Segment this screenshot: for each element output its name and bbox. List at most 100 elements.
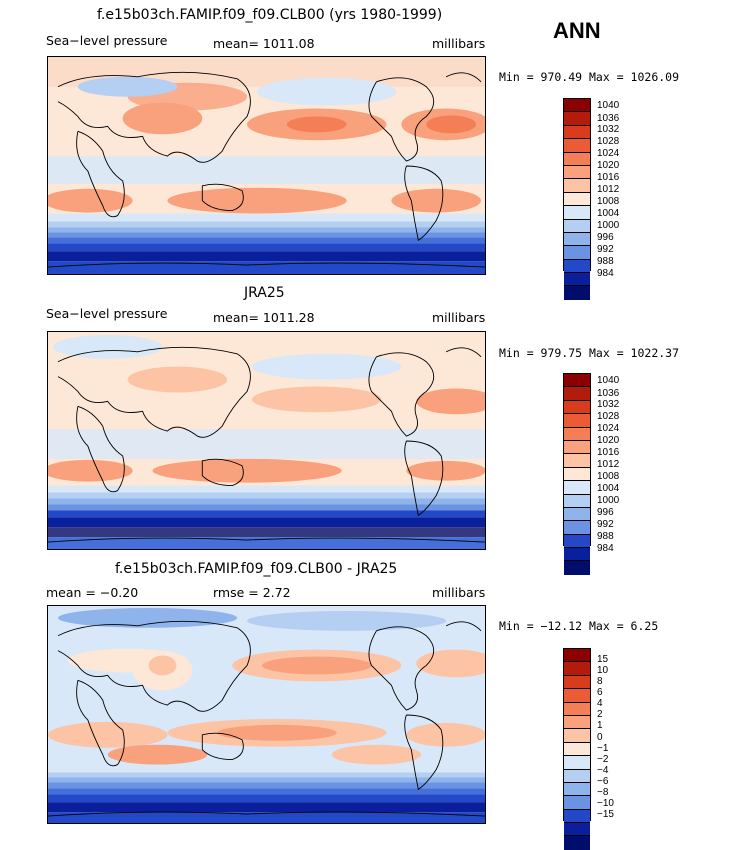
- panel3-colorbar-label: 15: [597, 654, 609, 665]
- panel2-colorbar-swatch: [564, 440, 590, 455]
- panel1-colorbar-label: 996: [597, 232, 614, 243]
- panel2-colorbar-label: 1004: [597, 483, 620, 494]
- panel2-colorbar-swatch: [564, 454, 590, 468]
- panel1-colorbar-swatch: [564, 206, 590, 220]
- panel1-colorbar-label: 1036: [597, 113, 620, 124]
- panel3-colorbar-label: −6: [597, 776, 609, 787]
- panel2-colorbar-swatch: [564, 467, 590, 482]
- panel1-colorbar-swatch: [564, 232, 590, 247]
- panel2-colorbar-swatch: [564, 561, 590, 575]
- panel3-colorbar-label: 1: [597, 720, 603, 731]
- panel3-colorbar-swatch: [564, 823, 590, 837]
- panel3-colorbar-label: −15: [597, 809, 614, 820]
- panel1-colorbar-label: 1020: [597, 160, 620, 171]
- panel1-colorbar-swatch: [564, 152, 590, 166]
- panel1-mean-label: mean= 1011.08: [213, 36, 315, 51]
- panel3-colorbar-swatch: [564, 796, 590, 810]
- panel3-colorbar-swatch: [564, 675, 590, 690]
- panel1-colorbar: [563, 98, 591, 300]
- panel2-colorbar-label: 1040: [597, 375, 620, 386]
- panel2-colorbar-swatch: [564, 400, 590, 415]
- panel1-colorbar-swatch: [564, 219, 590, 233]
- panel1-colorbar-label: 1012: [597, 184, 620, 195]
- panel2-colorbar-swatch: [564, 374, 590, 388]
- panel2-units-label: millibars: [432, 310, 486, 325]
- panel3-map: [47, 605, 486, 824]
- panel1-colorbar-label: 988: [597, 256, 614, 267]
- panel2-map-svg: [48, 332, 485, 549]
- panel3-title: f.e15b03ch.FAMIP.f09_f09.CLB00 - JRA25: [115, 561, 398, 577]
- panel2-map: [47, 331, 486, 550]
- panel2-colorbar-swatch: [564, 387, 590, 401]
- panel1-colorbar-label: 1000: [597, 220, 620, 231]
- panel2-colorbar-label: 1032: [597, 399, 620, 410]
- panel2-colorbar-label: 1036: [597, 388, 620, 399]
- panel2-colorbar-label: 984: [597, 543, 614, 554]
- panel3-colorbar-label: 4: [597, 698, 603, 709]
- panel1-colorbar-swatch: [564, 139, 590, 153]
- panel3-colorbar-label: 0: [597, 732, 603, 743]
- panel1-colorbar-swatch: [564, 259, 590, 274]
- panel1-colorbar-swatch: [564, 273, 590, 287]
- panel2-colorbar-swatch: [564, 507, 590, 522]
- panel2-colorbar-swatch: [564, 534, 590, 549]
- panel1-variable-label: Sea−level pressure: [46, 33, 168, 48]
- panel2-colorbar-swatch: [564, 427, 590, 441]
- panel2-colorbar-label: 1016: [597, 447, 620, 458]
- panel1-colorbar-swatch: [564, 165, 590, 180]
- panel2-colorbar-label: 1000: [597, 495, 620, 506]
- panel3-colorbar-swatch: [564, 662, 590, 676]
- panel2-colorbar-swatch: [564, 548, 590, 562]
- panel3-colorbar-label: −2: [597, 754, 609, 765]
- panel1-map-svg: [48, 57, 485, 274]
- panel3-colorbar-swatch: [564, 649, 590, 663]
- panel2-title: JRA25: [244, 285, 285, 301]
- panel3-mean-label: mean = −0.20: [46, 585, 139, 600]
- panel2-colorbar-swatch: [564, 414, 590, 428]
- panel3-colorbar-swatch: [564, 769, 590, 783]
- panel3-minmax: Min = −12.12 Max = 6.25: [499, 619, 659, 633]
- panel2-colorbar-swatch: [564, 481, 590, 495]
- panel3-colorbar-swatch: [564, 729, 590, 743]
- panel1-colorbar-label: 992: [597, 244, 614, 255]
- panel1-colorbar-label: 1040: [597, 100, 620, 111]
- panel1-colorbar-label: 1024: [597, 148, 620, 159]
- panel2-colorbar-swatch: [564, 521, 590, 535]
- panel3-units-label: millibars: [432, 585, 486, 600]
- panel2-colorbar-label: 988: [597, 531, 614, 542]
- panel2-colorbar-label: 1008: [597, 471, 620, 482]
- panel2-variable-label: Sea−level pressure: [46, 306, 168, 321]
- panel1-title: f.e15b03ch.FAMIP.f09_f09.CLB00 (yrs 1980…: [97, 7, 443, 23]
- panel3-colorbar-swatch: [564, 809, 590, 824]
- panel3-colorbar-swatch: [564, 689, 590, 703]
- panel3-colorbar-label: −1: [597, 743, 609, 754]
- panel2-colorbar: [563, 373, 591, 575]
- panel3-map-svg: [48, 606, 485, 823]
- panel3-colorbar-swatch: [564, 742, 590, 757]
- panel1-colorbar-swatch: [564, 246, 590, 260]
- panel1-colorbar-label: 1016: [597, 172, 620, 183]
- panel2-minmax: Min = 979.75 Max = 1022.37: [499, 346, 680, 360]
- panel3-rmse-label: rmse = 2.72: [213, 585, 291, 600]
- panel3-colorbar-label: −10: [597, 798, 614, 809]
- panel3-colorbar-label: 8: [597, 676, 603, 687]
- panel1-colorbar-label: 984: [597, 268, 614, 279]
- panel2-colorbar-label: 1024: [597, 423, 620, 434]
- panel1-colorbar-swatch: [564, 192, 590, 207]
- panel3-colorbar-swatch: [564, 756, 590, 770]
- panel1-colorbar-label: 1032: [597, 124, 620, 135]
- panel1-colorbar-swatch: [564, 125, 590, 140]
- panel3-colorbar-label: 10: [597, 665, 609, 676]
- panel3-colorbar-label: 2: [597, 709, 603, 720]
- panel2-colorbar-swatch: [564, 494, 590, 508]
- panel1-map: [47, 56, 486, 275]
- panel1-colorbar-swatch: [564, 112, 590, 126]
- panel3-colorbar-swatch: [564, 702, 590, 716]
- panel3-colorbar-label: −4: [597, 765, 609, 776]
- panel1-units-label: millibars: [432, 36, 486, 51]
- panel2-colorbar-label: 1020: [597, 435, 620, 446]
- panel3-colorbar-swatch: [564, 836, 590, 850]
- panel1-colorbar-label: 1004: [597, 208, 620, 219]
- panel3-colorbar-swatch: [564, 782, 590, 797]
- panel1-colorbar-swatch: [564, 286, 590, 300]
